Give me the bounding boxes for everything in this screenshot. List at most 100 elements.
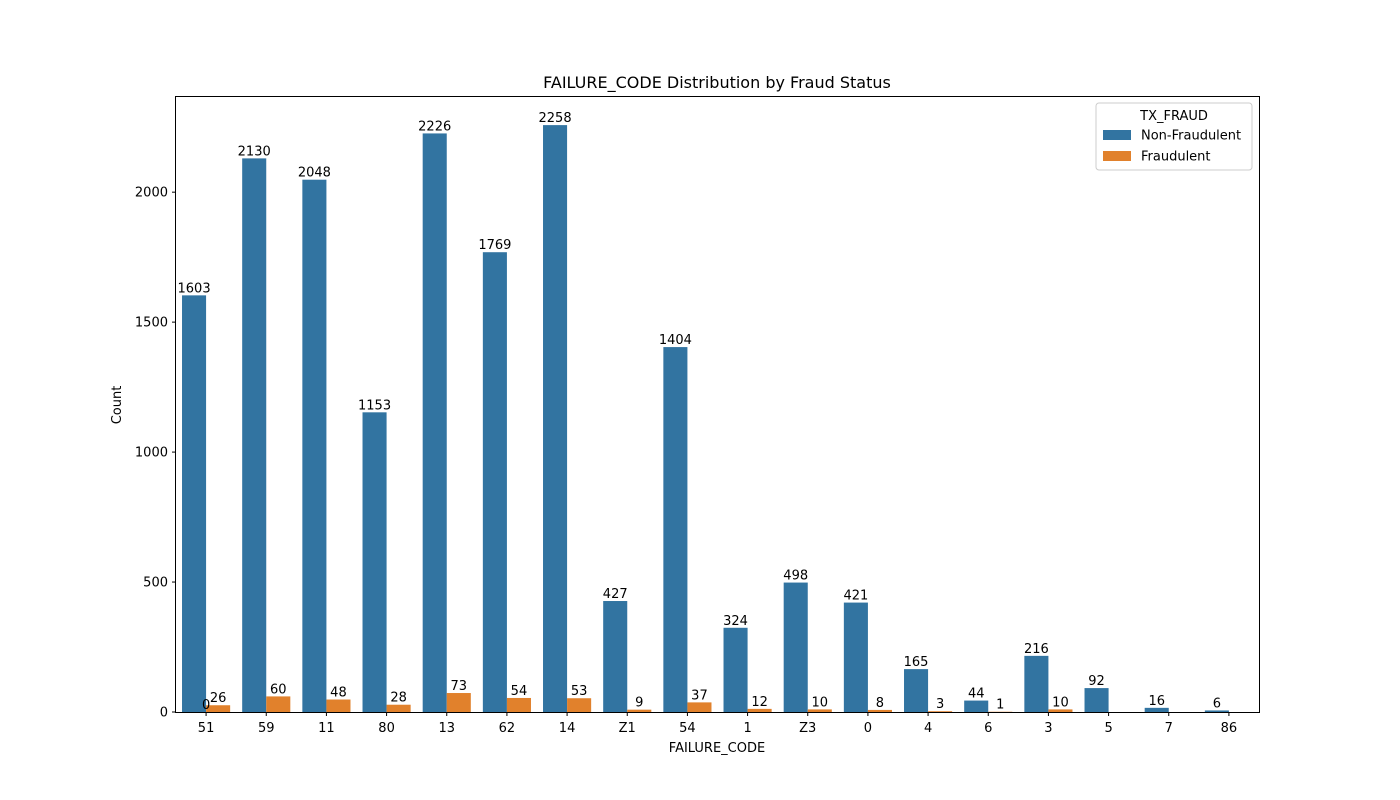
bar-value-label: 421 [843, 589, 868, 604]
bar-non-fraudulent-1 [723, 627, 748, 712]
bar-fraudulent-59 [266, 696, 291, 712]
bar-fraudulent-80 [386, 704, 411, 712]
plot-frame [175, 96, 1260, 713]
x-tick-label: 80 [378, 721, 395, 736]
bar-non-fraudulent-Z1 [603, 601, 628, 712]
bar-non-fraudulent-54 [663, 347, 688, 712]
bar-non-fraudulent-86 [1204, 710, 1229, 712]
bar-value-label: 498 [783, 569, 808, 584]
bar-value-label: 2048 [298, 166, 331, 181]
legend-entry-label: Fraudulent [1141, 150, 1211, 165]
bar-fraudulent-51 [206, 705, 231, 712]
bar-fraudulent-1 [747, 708, 772, 712]
bar-value-label: 216 [1024, 642, 1049, 657]
x-tick-label: 1 [743, 721, 751, 736]
bar-value-label: 37 [691, 688, 708, 703]
bars-group [182, 125, 1229, 713]
x-tick-label: 3 [1044, 721, 1052, 736]
bar-value-label: 10 [1052, 695, 1069, 710]
x-tick-label: 62 [499, 721, 516, 736]
y-tick-label: 1000 [135, 446, 168, 461]
x-tick-label: 4 [924, 721, 932, 736]
bar-non-fraudulent-80 [362, 412, 387, 712]
bar-fraudulent-13 [446, 693, 471, 712]
y-tick-label: 2000 [135, 186, 168, 201]
bar-value-label: 1603 [178, 281, 211, 296]
bar-non-fraudulent-5 [1084, 688, 1109, 712]
bar-fraudulent-0 [867, 709, 892, 712]
legend-box [1095, 102, 1253, 171]
bar-value-label: 2226 [418, 119, 451, 134]
x-tick-label: 11 [318, 721, 335, 736]
bar-value-label: 2130 [238, 144, 271, 159]
bar-fraudulent-3 [1048, 709, 1073, 712]
bar-value-label: 54 [511, 684, 528, 699]
x-tick-label: 13 [438, 721, 455, 736]
legend-swatch [1103, 130, 1131, 140]
bar-value-label: 48 [330, 686, 347, 701]
bar-value-label: 1769 [478, 238, 511, 253]
y-axis: 0 500 1000 1500 2000 [135, 186, 176, 721]
x-axis: 51 59 11 80 13 62 14 Z1 54 1 Z3 0 4 6 3 5 7 86 [198, 712, 1237, 736]
chart-title: FAILURE_CODE Distribution by Fraud Statu… [543, 73, 891, 93]
bar-non-fraudulent-Z3 [783, 582, 808, 712]
x-tick-label: 51 [198, 721, 215, 736]
bar-value-label: 60 [270, 682, 287, 697]
legend-entry-label: Non-Fraudulent [1141, 129, 1241, 144]
bar-fraudulent-4 [928, 711, 953, 712]
y-axis-label: Count [110, 386, 125, 425]
bar-value-label: 1 [996, 698, 1004, 713]
x-tick-label: 14 [559, 721, 576, 736]
x-tick-label: 7 [1165, 721, 1173, 736]
bar-non-fraudulent-14 [543, 125, 568, 713]
bar-non-fraudulent-3 [1024, 655, 1049, 712]
y-tick-label: 1500 [135, 316, 168, 331]
bar-value-label: 12 [751, 695, 768, 710]
bar-value-label: 8 [876, 696, 884, 711]
bar-non-fraudulent-59 [242, 158, 267, 712]
legend-title: TX_FRAUD [1139, 109, 1208, 124]
bar-labels-group: 1603213020481153222617692258427140432449… [178, 111, 1222, 713]
x-tick-label: 0 [864, 721, 872, 736]
bar-non-fraudulent-11 [302, 179, 327, 713]
bar-fraudulent-62 [506, 697, 531, 712]
bar-value-label: 73 [451, 679, 468, 694]
legend: TX_FRAUD Non-Fraudulent Fraudulent [1095, 102, 1253, 171]
x-tick-label: Z3 [799, 721, 816, 736]
bar-value-label: 6 [1213, 696, 1221, 711]
bar-value-label: 3 [936, 697, 944, 712]
bar-fraudulent-14 [567, 698, 592, 712]
bar-non-fraudulent-7 [1144, 707, 1169, 712]
legend-swatch [1103, 151, 1131, 161]
x-tick-label: 5 [1104, 721, 1112, 736]
bar-value-label: 16 [1148, 694, 1165, 709]
bar-value-label: 44 [968, 687, 985, 702]
bar-non-fraudulent-13 [422, 133, 447, 712]
bar-non-fraudulent-6 [964, 700, 989, 712]
bar-value-label: 427 [603, 587, 628, 602]
x-axis-label: FAILURE_CODE [669, 741, 765, 756]
bar-value-label: 1404 [659, 333, 692, 348]
bar-non-fraudulent-51 [182, 295, 207, 712]
y-tick-label: 0 [160, 706, 168, 721]
x-tick-label: 86 [1221, 721, 1238, 736]
bar-fraudulent-54 [687, 702, 712, 712]
bar-value-label: 2258 [539, 111, 572, 126]
bar-value-label: 92 [1088, 674, 1105, 689]
x-tick-label: Z1 [619, 721, 636, 736]
y-tick-label: 500 [143, 576, 168, 591]
x-tick-label: 59 [258, 721, 275, 736]
bar-non-fraudulent-0 [843, 602, 868, 712]
bar-value-label: 10 [812, 695, 829, 710]
bar-value-label: 26 [210, 691, 227, 706]
bar-non-fraudulent-4 [904, 669, 929, 712]
bar-fraudulent-Z1 [627, 709, 652, 712]
x-tick-label: 54 [679, 721, 696, 736]
bar-value-label: 165 [904, 655, 929, 670]
bar-value-label: 324 [723, 614, 748, 629]
bar-non-fraudulent-62 [482, 252, 507, 712]
bar-fraudulent-11 [326, 699, 351, 712]
bar-value-label: 1153 [358, 398, 391, 413]
x-tick-label: 6 [984, 721, 992, 736]
